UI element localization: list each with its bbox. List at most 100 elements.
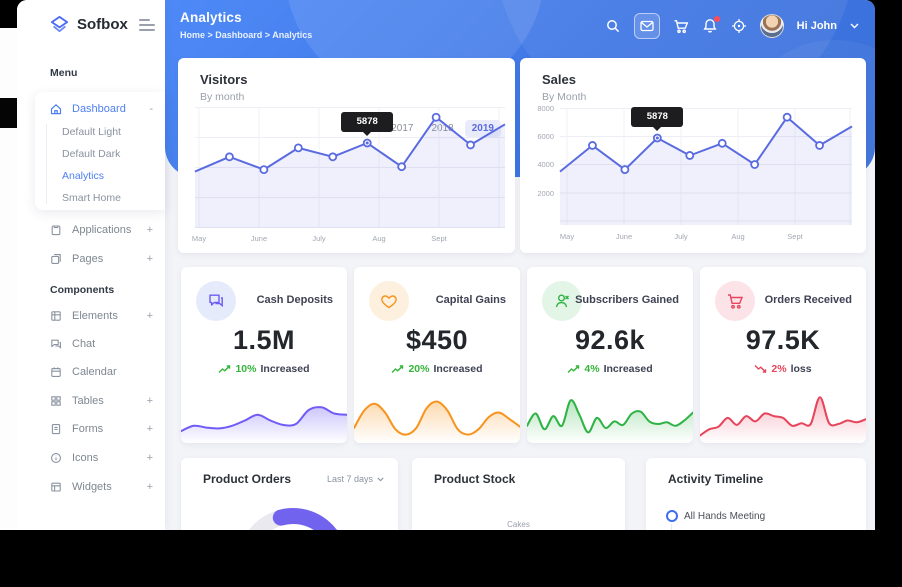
visitors-line-chart[interactable] — [194, 107, 506, 228]
bell-icon[interactable] — [702, 16, 720, 34]
stat-change: 20% Increased — [354, 363, 520, 375]
notification-dot — [713, 16, 720, 22]
y-tick: 6000 — [537, 132, 554, 141]
calendar-icon — [50, 366, 62, 378]
tables-icon — [50, 395, 62, 407]
chat-icon — [50, 338, 62, 350]
stat-change: 10% Increased — [181, 363, 347, 375]
grid-icon — [50, 310, 62, 322]
app-window: Analytics Home > Dashboard > Analytics H… — [17, 0, 875, 530]
stat-card-subscribers-gained: Subscribers Gained 92.6k 4% Increased — [527, 267, 693, 443]
stat-card-cash-deposits: Cash Deposits 1.5M 10% Increased — [181, 267, 347, 443]
mail-icon[interactable] — [633, 13, 660, 39]
submenu-tree-line — [46, 124, 47, 204]
file-icon — [50, 423, 62, 435]
x-tick: Aug — [372, 234, 386, 243]
user-greeting[interactable]: Hi John — [796, 20, 837, 32]
trend-up-icon — [391, 365, 404, 373]
clipboard-icon — [50, 224, 62, 236]
activity-timeline-title: Activity Timeline — [668, 472, 764, 486]
desktop-margin — [0, 28, 17, 530]
product-orders-title: Product Orders — [203, 472, 292, 486]
stat-title: Orders Received — [764, 294, 852, 306]
sparkline-chart — [700, 396, 866, 443]
visitors-subtitle: By month — [200, 91, 245, 103]
x-tick: June — [250, 234, 268, 243]
sales-line-chart[interactable] — [559, 108, 853, 225]
timeline-item: All Hands Meeting — [684, 511, 766, 522]
stat-value: 97.5K — [745, 325, 821, 355]
stock-category-label: Cakes — [507, 520, 530, 529]
timeline-line — [671, 524, 672, 530]
logo[interactable]: Sofbox — [49, 14, 128, 35]
trend-down-icon — [754, 365, 767, 373]
sidebar-item-calendar[interactable]: Calendar — [17, 361, 165, 383]
sidebar-subitem-analytics[interactable]: Analytics — [62, 170, 105, 182]
tab-2018[interactable]: 2018 — [425, 120, 461, 137]
chevron-down-icon[interactable] — [850, 23, 859, 29]
menu-toggle-icon[interactable] — [139, 19, 155, 34]
sidebar-item-chat[interactable]: Chat — [17, 333, 165, 355]
breadcrumb[interactable]: Home > Dashboard > Analytics — [180, 30, 313, 40]
sidebar-item-icons[interactable]: Icons + — [17, 447, 165, 469]
expand-indicator[interactable]: + — [146, 253, 153, 265]
stat-change: 2% loss — [700, 363, 866, 375]
pages-icon — [50, 253, 62, 265]
user-avatar[interactable] — [759, 14, 784, 38]
stat-change: 4% Increased — [527, 363, 693, 375]
cart-icon — [715, 281, 755, 321]
expand-indicator[interactable]: + — [146, 310, 153, 322]
expand-indicator[interactable]: + — [146, 224, 153, 236]
chart-tooltip: 5878 — [631, 106, 684, 131]
sidebar-subitem-default-dark[interactable]: Default Dark — [62, 148, 121, 160]
sidebar-subitem-default-light[interactable]: Default Light — [62, 126, 121, 138]
sidebar-item-tables[interactable]: Tables + — [17, 390, 165, 412]
product-stock-title: Product Stock — [434, 472, 516, 486]
expand-indicator[interactable]: + — [146, 395, 153, 407]
stat-value: $450 — [405, 325, 469, 355]
stat-value: 1.5M — [232, 325, 296, 355]
y-tick: 4000 — [537, 160, 554, 169]
compass-icon[interactable] — [731, 18, 747, 34]
sidebar-item-forms[interactable]: Forms + — [17, 418, 165, 440]
chat-icon — [196, 281, 236, 321]
sparkline-chart — [527, 399, 693, 443]
page-header: Analytics Home > Dashboard > Analytics — [180, 10, 312, 40]
x-tick: Aug — [731, 232, 745, 241]
y-tick: 2000 — [537, 189, 554, 198]
sidebar-item-pages[interactable]: Pages + — [17, 248, 165, 270]
sidebar-item-applications[interactable]: Applications + — [17, 219, 165, 241]
section-label-components: Components — [50, 284, 115, 296]
expand-indicator[interactable]: + — [146, 452, 153, 464]
range-select[interactable]: Last 7 days — [327, 474, 384, 484]
widgets-icon — [50, 481, 62, 493]
sparkline-chart — [181, 406, 347, 443]
collapse-indicator[interactable]: - — [149, 103, 153, 115]
x-tick: July — [312, 234, 326, 243]
expand-indicator[interactable]: + — [146, 423, 153, 435]
sidebar-item-widgets[interactable]: Widgets + — [17, 476, 165, 498]
y-tick: 8000 — [537, 104, 554, 113]
heart-icon — [369, 281, 409, 321]
sidebar-subitem-smart-home[interactable]: Smart Home — [62, 192, 121, 204]
stat-title: Cash Deposits — [256, 294, 333, 306]
desktop-margin-notch — [0, 98, 17, 128]
x-tick: Sept — [431, 234, 447, 243]
sidebar-item-dashboard[interactable]: Dashboard - — [17, 98, 165, 120]
stat-card-capital-gains: Capital Gains $450 20% Increased — [354, 267, 520, 443]
product-orders-card: Product Orders Last 7 days — [181, 458, 398, 530]
home-icon — [50, 103, 62, 115]
expand-indicator[interactable]: + — [146, 481, 153, 493]
stat-value: 92.6k — [574, 325, 646, 355]
sales-chart-card: Sales By Month 8000 6000 4000 2000 May J… — [520, 58, 866, 253]
x-tick: July — [674, 232, 688, 241]
tab-2017[interactable]: 2017 — [391, 123, 414, 134]
orders-donut-chart — [249, 508, 337, 530]
sidebar: Sofbox Menu Dashboard - Default Light De… — [17, 0, 165, 530]
cart-icon[interactable] — [673, 19, 689, 34]
x-tick: May — [191, 234, 207, 243]
search-icon[interactable] — [605, 18, 621, 34]
sidebar-item-elements[interactable]: Elements + — [17, 305, 165, 327]
page-title: Analytics — [180, 10, 242, 25]
